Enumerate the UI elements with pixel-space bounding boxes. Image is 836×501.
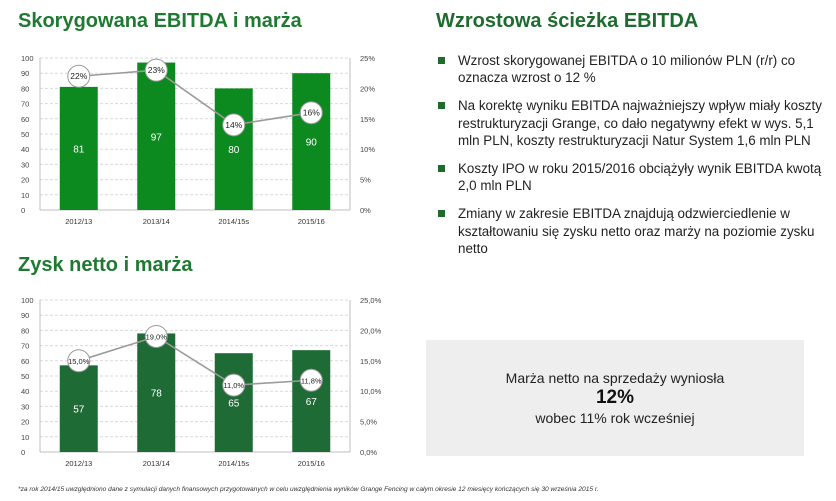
y-right-tick-label: 0,0% [360, 448, 377, 457]
bar-value-label: 65 [228, 399, 240, 410]
y-left-tick-label: 50 [21, 372, 29, 381]
bar [214, 88, 253, 210]
x-tick-label: 2014/15s [218, 459, 249, 468]
y-left-tick-label: 0 [21, 206, 25, 215]
y-left-tick-label: 40 [21, 387, 29, 396]
margin-line [78, 69, 312, 126]
bar [214, 353, 253, 452]
y-right-tick-label: 15% [360, 115, 375, 124]
y-right-tick-label: 20% [360, 84, 375, 93]
x-tick-label: 2012/13 [65, 459, 92, 468]
y-left-tick-label: 80 [21, 84, 29, 93]
y-right-tick-label: 0% [360, 206, 371, 215]
y-left-tick-label: 30 [21, 160, 29, 169]
y-right-tick-label: 25,0% [360, 296, 382, 305]
bar-value-label: 78 [151, 389, 163, 400]
y-left-tick-label: 100 [21, 296, 34, 305]
margin-line [78, 335, 312, 386]
x-tick-label: 2015/16 [298, 217, 325, 226]
margin-point [299, 101, 323, 125]
callout-line-3: wobec 11% rok wcześniej [535, 410, 695, 426]
margin-point [67, 349, 91, 373]
ebitda-margin-chart: 0 10 20 30 40 50 60 70 80 90 100 0% 5% 10% 15% 20% 25% 81… [21, 54, 375, 226]
bar [59, 86, 98, 210]
bullet-item: Wzrost skorygowanej EBITDA o 10 milionów… [436, 52, 826, 86]
y-left-tick-label: 50 [21, 130, 29, 139]
y-left-tick-label: 0 [21, 448, 25, 457]
margin-label: 16% [303, 108, 320, 118]
callout-line-1: Marża netto na sprzedaży wyniosła [505, 370, 725, 386]
x-tick-label: 2014/15s [218, 217, 249, 226]
bar [292, 350, 331, 452]
bar-value-label: 80 [228, 145, 240, 156]
y-left-tick-label: 20 [21, 176, 29, 185]
y-right-tick-label: 25% [360, 54, 375, 63]
margin-label: 19,0% [146, 332, 168, 341]
margin-point [144, 324, 168, 348]
bar [292, 73, 331, 210]
bullet-item: Na korektę wyniku EBITDA najważniejszy w… [436, 97, 826, 149]
x-tick-label: 2012/13 [65, 217, 92, 226]
net-profit-margin-chart: 0 10 20 30 40 50 60 70 80 90 100 0,0% 5,0% 10,0% 15,0%… [21, 296, 382, 468]
y-left-tick-label: 90 [21, 311, 29, 320]
footnote: *za rok 2014/15 uwzględniono dane z symu… [18, 486, 599, 493]
y-left-tick-label: 70 [21, 342, 29, 351]
x-tick-label: 2013/14 [143, 217, 170, 226]
y-left-tick-label: 40 [21, 145, 29, 154]
x-tick-label: 2013/14 [143, 459, 170, 468]
bar-value-label: 67 [306, 397, 318, 408]
bullet-item: Zmiany w zakresie EBITDA znajdują odzwie… [436, 205, 826, 257]
bar-value-label: 90 [306, 138, 318, 149]
margin-point [144, 58, 168, 82]
bar-value-label: 57 [73, 405, 85, 416]
y-left-tick-label: 60 [21, 357, 29, 366]
y-right-tick-label: 10% [360, 145, 375, 154]
margin-point [299, 368, 323, 392]
y-left-tick-label: 90 [21, 69, 29, 78]
bar [137, 333, 176, 452]
bar-value-label: 81 [73, 144, 85, 155]
y-left-tick-label: 10 [21, 433, 29, 442]
margin-point [222, 373, 246, 397]
y-right-tick-label: 15,0% [360, 357, 382, 366]
y-right-tick-label: 5,0% [360, 418, 377, 427]
margin-label: 11,0% [223, 381, 244, 390]
ebitda-bullet-list: Wzrost skorygowanej EBITDA o 10 milionów… [436, 52, 826, 268]
y-right-tick-label: 5% [360, 176, 371, 185]
y-left-tick-label: 30 [21, 402, 29, 411]
bar-value-label: 97 [151, 132, 163, 143]
y-left-tick-label: 10 [21, 191, 29, 200]
net-profit-chart-title: Zysk netto i marża [18, 254, 193, 276]
margin-point [67, 64, 91, 88]
margin-label: 11,8% [301, 376, 322, 385]
y-left-tick-label: 100 [21, 54, 34, 63]
bar [137, 62, 176, 211]
margin-point [222, 113, 246, 137]
bar [59, 365, 98, 452]
net-margin-callout: Marża netto na sprzedaży wyniosła 12% wo… [426, 340, 804, 456]
ebitda-chart-title: Skorygowana EBITDA i marża [18, 10, 302, 32]
x-tick-label: 2015/16 [298, 459, 325, 468]
callout-value: 12% [595, 387, 635, 408]
margin-label: 22% [70, 71, 87, 81]
ebitda-growth-title: Wzrostowa ścieżka EBITDA [436, 10, 699, 32]
bullet-item: Koszty IPO w roku 2015/2016 obciążyły wy… [436, 160, 826, 194]
margin-label: 23% [148, 65, 165, 75]
margin-label: 14% [225, 120, 242, 130]
y-left-tick-label: 60 [21, 115, 29, 124]
y-left-tick-label: 70 [21, 100, 29, 109]
y-left-tick-label: 20 [21, 418, 29, 427]
y-right-tick-label: 10,0% [360, 387, 382, 396]
y-left-tick-label: 80 [21, 326, 29, 335]
y-right-tick-label: 20,0% [360, 326, 382, 335]
margin-label: 15,0% [68, 357, 90, 366]
